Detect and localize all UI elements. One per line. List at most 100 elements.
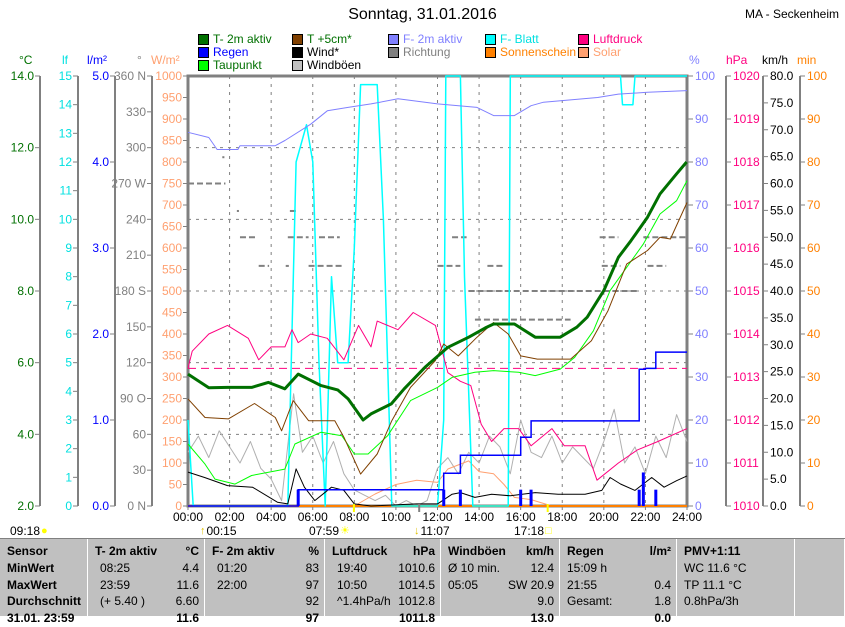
tick-label-hpa: 1015 [733,284,760,298]
tick-label-hpa: 1017 [733,198,760,212]
table-cell: 05:05 [448,578,479,592]
table-header-unit: °C [185,544,199,558]
tick-label-lf: 1 [65,470,72,484]
table-header-unit: % [308,544,319,558]
moon-icon: ● [41,525,48,537]
tick-label-pct: 30 [695,370,709,384]
tick-label-c: 8.0 [17,284,34,298]
tick-label-lf: 2 [65,442,72,456]
tick-label-wm: 50 [169,478,183,492]
tick-label-lf: 12 [59,155,73,169]
legend-label: T- 2m aktiv [213,32,272,46]
table-cell-value: 1014.5 [398,578,435,592]
tick-label-c: 12.0 [11,141,35,155]
table-cell-value: 1.8 [654,594,671,608]
table-header: PMV+1:11 [684,544,741,558]
series-t-5cm [187,202,688,475]
table-header: Sensor [7,544,48,558]
event-item: ↑ 00:15 [199,525,237,537]
tick-label-kmh: 35.0 [770,311,794,325]
x-tick-label: 20:00 [589,510,619,524]
tick-label-wm: 1000 [155,69,182,83]
axis-unit-hpa: hPa [726,53,748,67]
tick-label-pct: 20 [695,413,709,427]
event-item: 07:59 ☀ [309,525,351,537]
legend-label: Regen [213,45,249,59]
series-luftdruck [187,312,688,481]
legend-label: Solar [593,45,622,59]
legend-swatch [485,34,496,45]
tick-label-wm: 750 [162,177,182,191]
x-tick-label: 16:00 [506,510,536,524]
table-cell: 23:59 [100,578,131,592]
tick-label-min: 50 [807,284,821,298]
table-cell: 22:00 [217,578,248,592]
tick-label-kmh: 30.0 [770,338,794,352]
tick-label-min: 60 [807,241,821,255]
table-cell-value: 4.4 [182,561,199,575]
tick-label-hpa: 1014 [733,327,760,341]
legend-item: Windböen [292,59,361,72]
legend-swatch [388,47,399,58]
table-cell-value: 9.0 [537,594,554,608]
tick-label-pct: 60 [695,241,709,255]
tick-label-wm: 450 [162,306,182,320]
table-column [677,539,795,616]
axis-unit-deg: ° [137,53,142,67]
table-cell-value: 1012.8 [398,594,435,608]
tick-label-wm: 150 [162,435,182,449]
tick-label-lf: 11 [60,184,73,198]
tick-label-kmh: 10.0 [770,445,794,459]
tick-label-lf: 7 [65,298,72,312]
tick-label-deg: 90 O [120,392,146,406]
x-tick-label: 22:00 [630,510,660,524]
tick-label-hpa: 1011 [733,456,759,470]
tick-label-kmh: 20.0 [770,392,794,406]
event-time: 11:07 [420,524,450,538]
table-column [88,539,205,616]
legend-swatch [292,34,303,45]
tick-label-pct: 90 [695,112,709,126]
tick-label-hpa: 1013 [733,370,760,384]
tick-label-lf: 14 [59,98,73,112]
tick-label-kmh: 0.0 [770,499,787,513]
legend-item: Regen [198,46,248,59]
tick-label-lf: 13 [59,126,73,140]
tick-label-wm: 250 [162,392,182,406]
tick-label-deg: 180 S [115,284,146,298]
axis-unit-wm: W/m² [151,53,180,67]
axis-unit-lm: l/m² [87,53,107,67]
table-cell: (+ 5.40 ) [100,594,146,608]
tick-label-hpa: 1018 [733,155,760,169]
tick-label-deg: 60 [133,427,147,441]
x-tick-label: 24:00 [672,510,702,524]
row-label: 31.01. 23:59 [7,611,75,625]
tick-label-min: 20 [807,413,821,427]
axis-unit-c: °C [19,53,33,67]
axis-unit-min: min [797,53,817,67]
tick-label-lf: 9 [65,241,72,255]
tick-label-lf: 6 [65,327,72,341]
x-tick-label: 08:00 [339,510,369,524]
table-column [205,539,325,616]
tick-label-wm: 500 [162,284,182,298]
tick-label-deg: 240 [126,212,146,226]
x-tick-label: 00:00 [173,510,203,524]
table-cell: Ø 10 min. [448,561,501,575]
table-header: F- 2m aktiv [212,544,275,558]
table-header: T- 2m aktiv [95,544,158,558]
legend-item: T +5cm* [292,33,352,46]
table-cell-value: 92 [305,594,319,608]
event-item: 09:18 ● [10,525,49,537]
legend-item: Luftdruck [578,33,642,46]
tick-label-pct: 0 [695,499,702,513]
tick-label-kmh: 80.0 [770,69,794,83]
legend-item: Wind* [292,46,339,59]
tick-label-wm: 200 [162,413,182,427]
tick-label-wm: 800 [162,155,182,169]
table-column [325,539,441,616]
tick-label-kmh: 45.0 [770,257,794,271]
tick-label-lm: 5.0 [92,69,109,83]
table-cell: 01:20 [217,561,248,575]
